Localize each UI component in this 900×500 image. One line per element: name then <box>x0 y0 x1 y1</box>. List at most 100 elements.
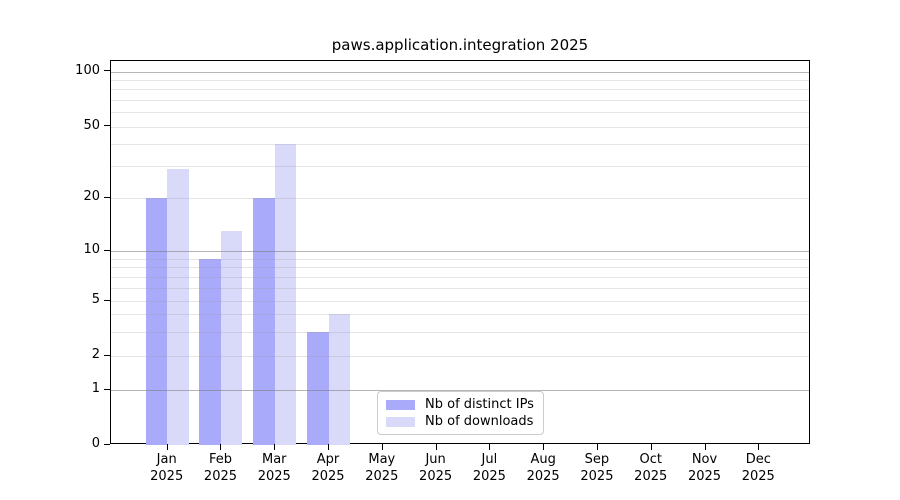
bar-nb-of-downloads-apr <box>328 314 351 445</box>
gridline-minor-70 <box>111 99 809 101</box>
y-tick-label-2: 2 <box>91 347 100 362</box>
y-tick-50 <box>104 125 110 126</box>
x-tick-label-feb: Feb 2025 <box>192 451 248 485</box>
x-tick-month-jun: Jun <box>425 452 446 467</box>
x-tick-label-jul: Jul 2025 <box>461 451 517 485</box>
x-tick-may <box>381 444 383 450</box>
y-tick-label-100: 100 <box>75 62 100 78</box>
y-tick-10 <box>104 249 110 251</box>
x-tick-aug <box>543 444 545 450</box>
gridline-minor-2 <box>111 356 809 357</box>
y-tick-100 <box>104 70 110 71</box>
x-tick-year-feb: 2025 <box>203 469 238 484</box>
gridline-minor-9 <box>111 258 809 260</box>
x-tick-year-apr: 2025 <box>311 469 345 484</box>
x-tick-month-jul: Jul <box>481 452 498 467</box>
y-tick-20 <box>104 196 110 198</box>
x-tick-label-jun: Jun 2025 <box>408 451 464 485</box>
gridline-minor-7 <box>111 276 809 278</box>
legend-item-distinct-ips: Nb of distinct IPs <box>386 396 535 413</box>
x-tick-year-nov: 2025 <box>687 469 722 484</box>
x-tick-month-may: May <box>368 452 396 467</box>
x-tick-dec <box>758 444 760 450</box>
y-tick-label-5: 5 <box>91 292 100 307</box>
gridline-major-10 <box>111 251 809 252</box>
x-tick-month-oct: Oct <box>639 452 662 467</box>
x-tick-label-aug: Aug 2025 <box>515 451 571 485</box>
y-tick-label-0: 0 <box>91 436 100 451</box>
x-tick-month-apr: Apr <box>316 452 340 467</box>
gridline-minor-3 <box>111 331 809 333</box>
x-tick-feb <box>220 444 222 450</box>
bar-layer <box>111 61 809 445</box>
gridline-minor-6 <box>111 287 809 289</box>
x-tick-label-sep: Sep 2025 <box>569 451 625 485</box>
legend-item-downloads: Nb of downloads <box>386 413 535 430</box>
x-tick-apr <box>328 444 330 450</box>
gridline-minor-50 <box>111 126 809 128</box>
y-tick-label-1: 1 <box>91 381 100 396</box>
y-tick-2 <box>104 354 110 356</box>
bar-nb-of-downloads-feb <box>220 230 243 445</box>
legend-swatch-distinct-ips <box>386 399 415 410</box>
bar-nb-of-distinct-ips-jan <box>145 198 168 445</box>
y-tick-label-50: 50 <box>83 117 100 133</box>
bar-nb-of-distinct-ips-feb <box>199 258 221 445</box>
x-tick-nov <box>704 444 706 450</box>
x-tick-mar <box>274 444 276 450</box>
x-tick-month-jan: Jan <box>156 452 177 467</box>
y-tick-5 <box>104 299 110 301</box>
legend-label-distinct-ips: Nb of distinct IPs <box>425 397 534 412</box>
grid-layer <box>111 61 809 443</box>
y-tick-0 <box>104 443 110 445</box>
x-tick-year-jul: 2025 <box>472 469 506 484</box>
x-tick-label-apr: Apr 2025 <box>300 451 356 485</box>
bar-nb-of-downloads-jan <box>167 169 189 445</box>
legend: Nb of distinct IPs Nb of downloads <box>377 391 544 435</box>
x-tick-year-oct: 2025 <box>634 469 668 484</box>
y-tick-label-10: 10 <box>83 242 100 257</box>
plot-area <box>110 60 810 445</box>
x-tick-sep <box>596 444 598 450</box>
bar-nb-of-distinct-ips-apr <box>307 331 329 445</box>
x-tick-label-dec: Dec 2025 <box>730 451 786 485</box>
x-tick-year-may: 2025 <box>365 469 399 484</box>
x-tick-label-may: May 2025 <box>354 451 410 485</box>
x-tick-year-dec: 2025 <box>741 469 775 484</box>
gridline-minor-30 <box>111 166 809 168</box>
x-tick-month-sep: Sep <box>584 452 610 467</box>
y-tick-1 <box>104 388 110 390</box>
x-tick-jul <box>489 444 491 450</box>
x-tick-jan <box>166 444 168 450</box>
x-tick-year-aug: 2025 <box>526 469 560 484</box>
gridline-minor-80 <box>111 89 809 91</box>
x-tick-year-jan: 2025 <box>150 469 184 484</box>
y-tick-label-20: 20 <box>83 189 100 204</box>
x-tick-jun <box>435 444 437 450</box>
x-tick-year-jun: 2025 <box>419 469 453 484</box>
gridline-major-100 <box>111 71 809 73</box>
gridline-major-1 <box>111 390 809 391</box>
gridline-minor-4 <box>111 314 809 316</box>
x-tick-year-mar: 2025 <box>257 469 291 484</box>
gridline-minor-5 <box>111 301 809 302</box>
x-tick-oct <box>650 444 652 450</box>
x-tick-month-nov: Nov <box>691 452 718 467</box>
x-tick-label-nov: Nov 2025 <box>677 451 733 485</box>
legend-swatch-downloads <box>386 416 415 427</box>
x-tick-label-jan: Jan 2025 <box>139 451 195 485</box>
gridline-minor-90 <box>111 79 809 81</box>
gridline-minor-60 <box>111 112 809 114</box>
x-tick-month-aug: Aug <box>530 452 556 467</box>
x-tick-month-feb: Feb <box>208 452 232 467</box>
gridline-minor-40 <box>111 143 809 145</box>
gridline-minor-8 <box>111 267 809 269</box>
gridline-minor-20 <box>111 198 809 199</box>
x-tick-year-sep: 2025 <box>580 469 614 484</box>
x-tick-month-dec: Dec <box>745 452 771 467</box>
bar-nb-of-distinct-ips-mar <box>253 198 275 445</box>
bar-nb-of-downloads-mar <box>274 143 297 445</box>
x-tick-label-oct: Oct 2025 <box>623 451 679 485</box>
legend-label-downloads: Nb of downloads <box>425 414 534 429</box>
